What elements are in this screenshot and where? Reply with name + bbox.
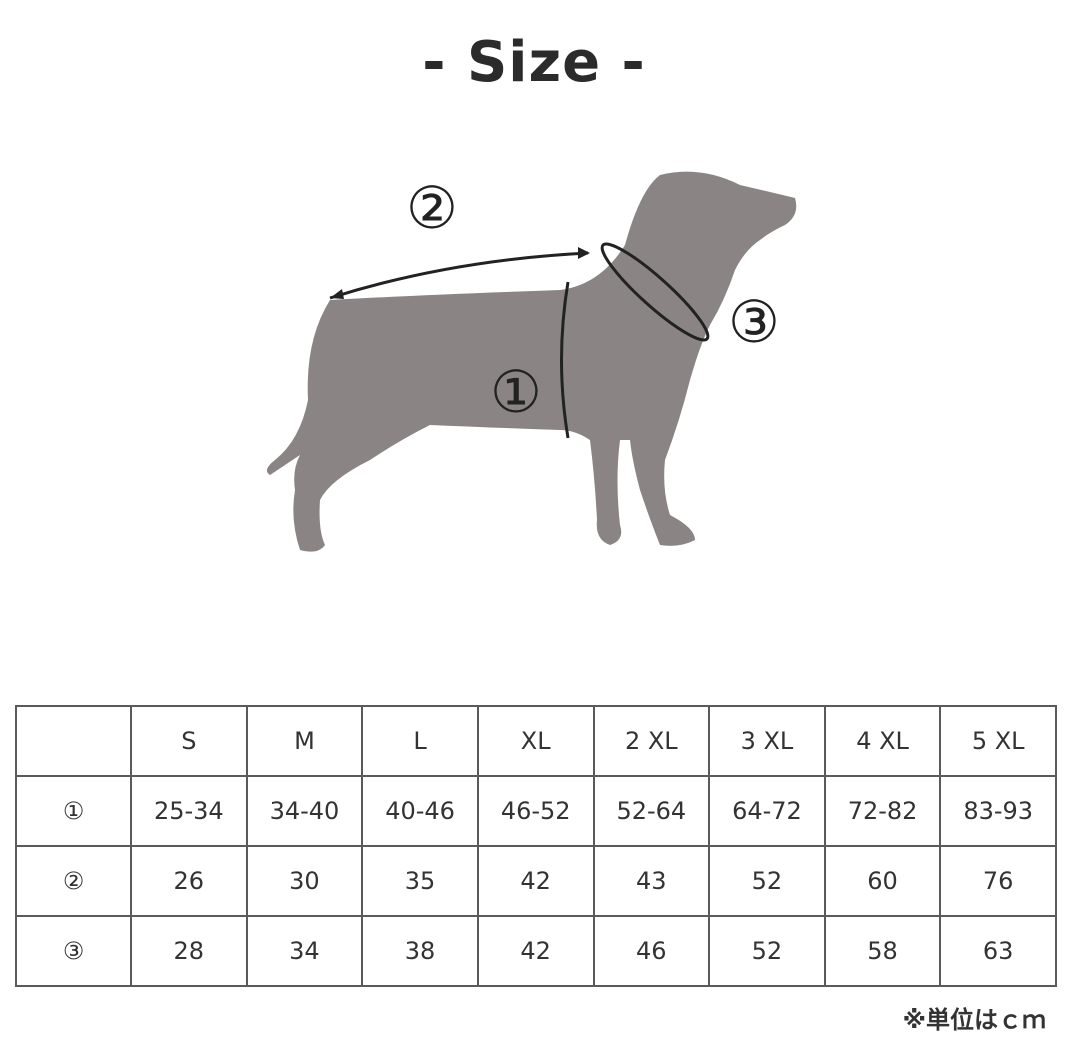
label-1: ① (490, 358, 542, 426)
table-cell: 60 (823, 845, 942, 917)
length-arrow (329, 251, 589, 300)
table-cell: 52 (708, 915, 826, 987)
table-cell: 30 (245, 845, 364, 917)
table-cell: 52-64 (592, 775, 711, 847)
table-cell: 25-34 (130, 775, 248, 847)
table-cell: 58 (823, 915, 942, 987)
table-cell: 83-93 (939, 775, 1057, 847)
table-cell: 28 (130, 915, 248, 987)
header-cell: M (245, 705, 364, 777)
table-cell: 52 (708, 845, 826, 917)
table-cell: 46 (592, 915, 711, 987)
header-cell: 5 XL (939, 705, 1057, 777)
label-2: ② (406, 174, 458, 242)
label-3: ③ (728, 288, 780, 356)
header-cell: S (130, 705, 248, 777)
neck-loop (600, 242, 710, 342)
row-label: ② (15, 845, 132, 917)
unit-note: ※単位はｃｍ (902, 1006, 1046, 1034)
table-cell: 72-82 (823, 775, 942, 847)
table-cell: 40-46 (361, 775, 479, 847)
table-row: ③ 28 34 38 42 46 52 58 63 (15, 915, 1057, 987)
header-cell: 3 XL (708, 705, 826, 777)
dog-measurement-diagram: ② ③ ① (266, 171, 797, 552)
table-cell: 34-40 (245, 775, 364, 847)
table-cell: 63 (939, 915, 1057, 987)
table-cell: 38 (361, 915, 479, 987)
table-cell: 43 (592, 845, 711, 917)
table-cell: 76 (939, 845, 1057, 917)
table-row: ① 25-34 34-40 40-46 46-52 52-64 64-72 72… (15, 775, 1057, 847)
row-label: ① (15, 775, 132, 847)
page-title: - Size - (422, 30, 646, 95)
header-cell: 2 XL (592, 705, 711, 777)
table-cell: 35 (361, 845, 479, 917)
header-cell (15, 705, 132, 777)
row-label: ③ (15, 915, 132, 987)
header-cell: 4 XL (823, 705, 942, 777)
table-cell: 34 (245, 915, 364, 987)
table-cell: 46-52 (476, 775, 595, 847)
dog-silhouette (266, 171, 797, 552)
header-cell: L (361, 705, 479, 777)
header-cell: XL (476, 705, 595, 777)
size-table: S M L XL 2 XL 3 XL 4 XL 5 XL ① 25-34 34-… (15, 705, 1057, 987)
chest-loop (560, 281, 570, 439)
table-cell: 64-72 (708, 775, 826, 847)
table-cell: 42 (476, 845, 595, 917)
table-row: ② 26 30 35 42 43 52 60 76 (15, 845, 1057, 917)
table-cell: 26 (130, 845, 248, 917)
table-cell: 42 (476, 915, 595, 987)
table-header-row: S M L XL 2 XL 3 XL 4 XL 5 XL (15, 705, 1057, 777)
